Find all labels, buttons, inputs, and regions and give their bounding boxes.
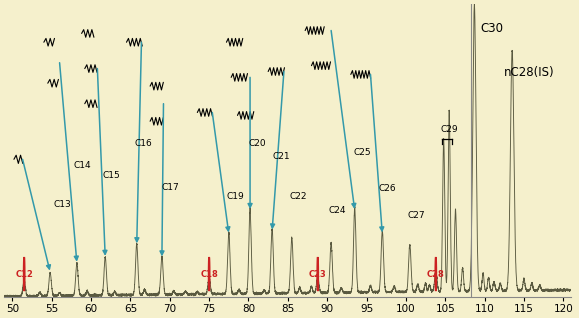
Text: C24: C24	[329, 206, 346, 215]
Text: C23: C23	[309, 270, 327, 279]
Text: C28: C28	[427, 270, 445, 279]
Text: C13: C13	[53, 200, 71, 209]
Text: C15: C15	[103, 171, 120, 180]
Text: C20: C20	[248, 139, 266, 148]
Text: C21: C21	[272, 152, 290, 161]
Text: C19: C19	[226, 191, 244, 201]
Text: C12: C12	[15, 270, 33, 279]
Text: nC28(IS): nC28(IS)	[504, 66, 555, 79]
Text: C27: C27	[408, 211, 425, 219]
Text: C29: C29	[441, 125, 458, 135]
Text: C30: C30	[481, 22, 504, 35]
Text: C14: C14	[74, 161, 91, 170]
Text: C25: C25	[353, 148, 371, 156]
Text: C16: C16	[134, 139, 152, 148]
Text: C26: C26	[378, 184, 396, 193]
Text: C18: C18	[200, 270, 218, 279]
Text: C17: C17	[162, 183, 179, 192]
Text: C22: C22	[290, 191, 307, 201]
